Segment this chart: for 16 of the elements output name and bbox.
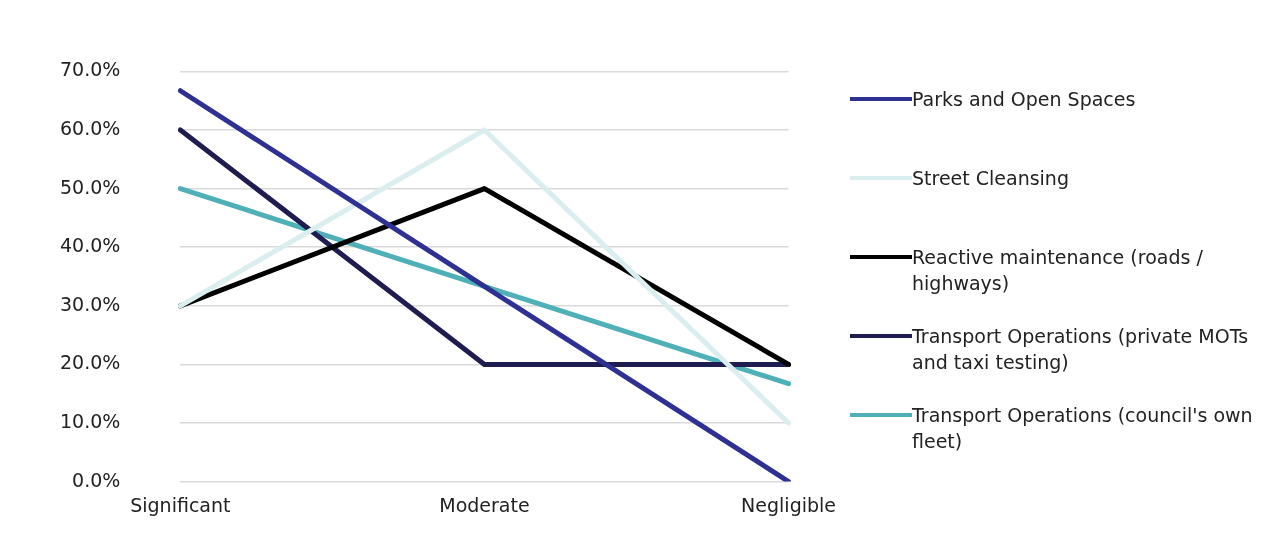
legend-label: Street Cleansing bbox=[912, 166, 1069, 191]
y-tick-label: 10.0% bbox=[60, 409, 121, 432]
legend-label: Transport Operations (private MOTs and taxi testing) bbox=[912, 324, 1250, 375]
legend-label: Parks and Open Spaces bbox=[912, 87, 1136, 112]
y-tick-label: 60.0% bbox=[60, 116, 121, 139]
x-tick-label: Negligible bbox=[741, 493, 836, 516]
x-tick-label: Moderate bbox=[439, 493, 530, 516]
y-tick-label: 50.0% bbox=[60, 175, 121, 198]
legend-label: Transport Operations (council's own fleet) bbox=[912, 403, 1254, 454]
y-tick-label: 70.0% bbox=[60, 58, 121, 81]
x-tick-label: Significant bbox=[130, 493, 231, 516]
y-tick-label: 40.0% bbox=[60, 234, 121, 257]
y-tick-label: 20.0% bbox=[60, 351, 121, 374]
y-tick-label: 0.0% bbox=[72, 468, 121, 491]
y-tick-label: 30.0% bbox=[60, 292, 121, 315]
legend-label: Reactive maintenance (roads / highways) bbox=[912, 245, 1204, 296]
